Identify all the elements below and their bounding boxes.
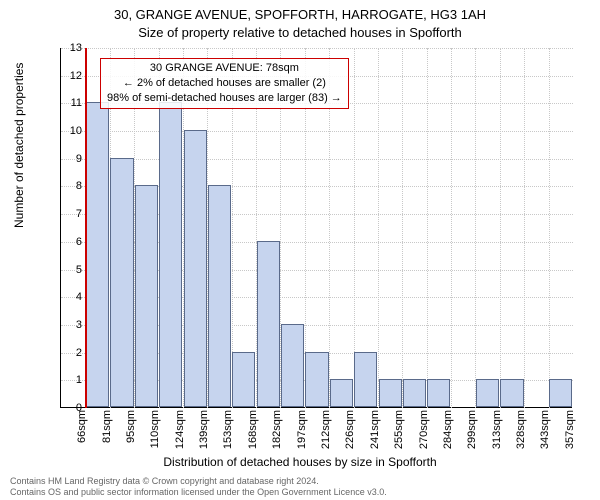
y-tick-label: 13: [52, 42, 82, 54]
footer-line2: Contains OS and public sector informatio…: [10, 487, 387, 498]
y-tick-label: 2: [52, 347, 82, 359]
x-axis-title: Distribution of detached houses by size …: [0, 455, 600, 469]
x-tick-label: 270sqm: [418, 410, 430, 460]
x-tick-label: 139sqm: [198, 410, 210, 460]
gridline-vertical: [451, 48, 452, 408]
histogram-bar: [500, 379, 523, 407]
x-tick-label: 255sqm: [393, 410, 405, 460]
histogram-bar: [476, 379, 499, 407]
x-tick-label: 299sqm: [466, 410, 478, 460]
y-tick-label: 9: [52, 153, 82, 165]
histogram-bar: [354, 352, 377, 407]
histogram-bar: [281, 324, 304, 407]
footer-attribution: Contains HM Land Registry data © Crown c…: [10, 476, 387, 498]
x-tick-label: 357sqm: [564, 410, 576, 460]
x-tick-label: 328sqm: [515, 410, 527, 460]
histogram-bar: [257, 241, 280, 407]
x-tick-label: 110sqm: [149, 410, 161, 460]
histogram-bar: [427, 379, 450, 407]
y-tick-label: 7: [52, 208, 82, 220]
y-axis-title: Number of detached properties: [12, 63, 26, 228]
annotation-line3: 98% of semi-detached houses are larger (…: [107, 91, 342, 106]
x-tick-label: 95sqm: [125, 410, 137, 460]
y-tick-label: 10: [52, 125, 82, 137]
gridline-horizontal: [61, 131, 573, 132]
x-tick-label: 153sqm: [222, 410, 234, 460]
gridline-vertical: [549, 48, 550, 408]
y-tick-label: 4: [52, 291, 82, 303]
y-tick-label: 1: [52, 374, 82, 386]
gridline-vertical: [402, 48, 403, 408]
x-tick-label: 182sqm: [271, 410, 283, 460]
histogram-bar: [184, 130, 207, 407]
chart-area: 30 GRANGE AVENUE: 78sqm ← 2% of detached…: [60, 48, 572, 408]
histogram-bar: [305, 352, 328, 407]
y-tick-label: 12: [52, 70, 82, 82]
y-tick-label: 8: [52, 180, 82, 192]
y-tick-label: 11: [52, 97, 82, 109]
chart-title-line2: Size of property relative to detached ho…: [0, 24, 600, 42]
histogram-bar: [330, 379, 353, 407]
x-tick-label: 241sqm: [369, 410, 381, 460]
chart-title-line1: 30, GRANGE AVENUE, SPOFFORTH, HARROGATE,…: [0, 6, 600, 24]
gridline-vertical: [500, 48, 501, 408]
x-tick-label: 313sqm: [491, 410, 503, 460]
x-tick-label: 226sqm: [344, 410, 356, 460]
annotation-box: 30 GRANGE AVENUE: 78sqm ← 2% of detached…: [100, 58, 349, 109]
histogram-bar: [379, 379, 402, 407]
histogram-bar: [208, 185, 231, 407]
x-tick-label: 81sqm: [101, 410, 113, 460]
gridline-vertical: [427, 48, 428, 408]
x-tick-label: 168sqm: [247, 410, 259, 460]
annotation-line1: 30 GRANGE AVENUE: 78sqm: [107, 61, 342, 76]
x-tick-label: 212sqm: [320, 410, 332, 460]
histogram-bar: [135, 185, 158, 407]
histogram-bar: [232, 352, 255, 407]
y-tick-label: 5: [52, 264, 82, 276]
annotation-line2: ← 2% of detached houses are smaller (2): [107, 76, 342, 91]
x-tick-label: 197sqm: [296, 410, 308, 460]
x-tick-label: 124sqm: [174, 410, 186, 460]
x-tick-label: 343sqm: [539, 410, 551, 460]
histogram-bar: [549, 379, 572, 407]
histogram-bar: [110, 158, 133, 407]
y-tick-label: 0: [52, 402, 82, 414]
histogram-bar: [86, 102, 109, 407]
gridline-horizontal: [61, 48, 573, 49]
x-tick-label: 66sqm: [76, 410, 88, 460]
reference-line: [85, 48, 87, 408]
y-tick-label: 3: [52, 319, 82, 331]
gridline-vertical: [475, 48, 476, 408]
gridline-vertical: [378, 48, 379, 408]
gridline-horizontal: [61, 159, 573, 160]
histogram-bar: [403, 379, 426, 407]
gridline-vertical: [524, 48, 525, 408]
footer-line1: Contains HM Land Registry data © Crown c…: [10, 476, 387, 487]
y-tick-label: 6: [52, 236, 82, 248]
histogram-bar: [159, 102, 182, 407]
x-tick-label: 284sqm: [442, 410, 454, 460]
